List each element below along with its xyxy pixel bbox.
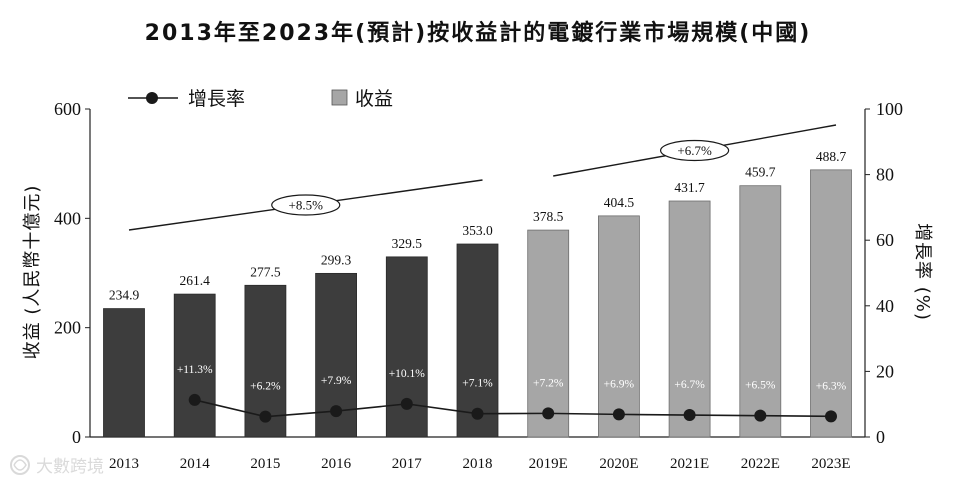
legend-bar-icon (331, 89, 348, 106)
growth-value-label: +6.7% (674, 379, 705, 391)
bar-2021E (668, 200, 711, 438)
bar-value-label: 431.7 (674, 180, 705, 195)
y-left-tick-label: 400 (54, 208, 81, 228)
growth-value-label: +7.9% (321, 375, 352, 387)
y-right-tick-label: 60 (876, 230, 894, 250)
x-tick-label: 2015 (250, 456, 280, 472)
y-axis-right-title: 增長率 (%) (912, 223, 933, 321)
growth-point-2014 (188, 393, 201, 406)
x-axis-labels: 2013 2014 2015 2016 2017 2018 2019E 2020E 2021E 2… (109, 456, 851, 472)
bar-value-label: 277.5 (250, 264, 281, 279)
x-tick-label: 2016 (321, 456, 352, 472)
bar-value-label: 459.7 (745, 165, 776, 180)
bar-value-label: 329.5 (392, 236, 423, 251)
y-axis-left-title: 收益 (人民幣十億元) (22, 185, 43, 360)
growth-point-2023E (825, 410, 837, 423)
growth-value-label: +6.2% (250, 381, 281, 393)
cagr-ellipse (659, 139, 730, 162)
x-tick-label: 2019E (529, 456, 568, 472)
bar-2018 (456, 243, 499, 438)
bar-2023E (810, 169, 852, 438)
bar-2014 (173, 293, 216, 438)
bar-value-label: 261.4 (180, 273, 211, 288)
y-right-tick-label: 80 (876, 165, 894, 185)
x-tick-label: 2020E (599, 456, 638, 472)
cagr-label: +6.7% (677, 143, 712, 158)
y-left-tick-label: 200 (54, 318, 81, 338)
x-tick-label: 2018 (463, 456, 493, 472)
chart-title: 2013年至2023年(預計)按收益計的電鍍行業市場規模(中國) (145, 20, 812, 46)
bar-value-label: 378.5 (533, 209, 564, 224)
x-tick-label: 2022E (741, 456, 780, 472)
y-left-tick-label: 600 (54, 99, 81, 119)
legend-label-revenue: 收益 (355, 88, 393, 110)
bar-2019E (527, 229, 570, 438)
growth-point-2017 (400, 397, 413, 410)
legend: 增長率 收益 (128, 88, 393, 110)
growth-point-2020E (612, 408, 625, 421)
x-tick-label: 2013 (109, 456, 139, 472)
bar-2017 (385, 256, 428, 438)
bar-value-label: 488.7 (816, 149, 847, 164)
growth-value-label: +11.3% (177, 364, 213, 376)
growth-value-label: +6.3% (816, 380, 847, 392)
growth-line-series: +11.3% +6.2% +7.9% +10.1% +7.1% +7.2% +6.9% +6.… (177, 364, 847, 423)
watermark-text: 大數跨境 (36, 457, 104, 477)
bar-2022E (739, 185, 782, 438)
y-right-tick-label: 40 (876, 296, 894, 316)
bar-value-label: 353.0 (462, 223, 493, 238)
growth-value-label: +10.1% (389, 368, 426, 380)
growth-value-label: +7.2% (533, 377, 564, 389)
bar-value-label: 234.9 (109, 288, 140, 303)
cagr-annotations: +8.5% +6.7% (128, 124, 837, 231)
legend-label-growth: 增長率 (188, 88, 245, 110)
bar-2013 (103, 308, 145, 438)
bar-labels: 234.9 261.4 277.5 299.3 329.5 353.0 378.5 404.5… (109, 149, 847, 303)
growth-point-2018 (471, 407, 484, 420)
growth-point-2015 (259, 410, 272, 423)
cagr-label: +8.5% (289, 198, 324, 213)
growth-value-label: +6.5% (745, 380, 776, 392)
axes: 0 200 400 600 0 20 40 60 80 100 (54, 99, 903, 447)
growth-value-label: +6.9% (604, 378, 635, 390)
watermark: 大數跨境 (10, 455, 104, 477)
growth-line (194, 399, 832, 418)
growth-value-label: +7.1% (462, 378, 493, 390)
watermark-logo-icon (10, 455, 30, 475)
growth-point-2019E (542, 407, 555, 420)
bars (103, 169, 852, 438)
bar-2020E (598, 215, 640, 438)
y-right-tick-label: 20 (876, 361, 894, 381)
growth-point-2022E (754, 409, 767, 422)
x-tick-label: 2023E (811, 456, 850, 472)
growth-point-2021E (683, 409, 696, 422)
bar-value-label: 299.3 (321, 252, 352, 267)
x-tick-label: 2017 (392, 456, 423, 472)
legend-marker-icon (146, 92, 158, 104)
y-right-tick-label: 100 (876, 99, 903, 119)
y-left-tick-label: 0 (72, 427, 81, 447)
y-right-tick-label: 0 (876, 427, 885, 447)
bar-value-label: 404.5 (604, 195, 635, 210)
x-tick-label: 2014 (180, 456, 211, 472)
growth-point-2016 (330, 405, 343, 418)
watermark-logo-swirl (13, 459, 27, 471)
x-tick-label: 2021E (670, 456, 709, 472)
cagr-ellipse (271, 194, 341, 216)
bar-2015 (244, 284, 287, 438)
